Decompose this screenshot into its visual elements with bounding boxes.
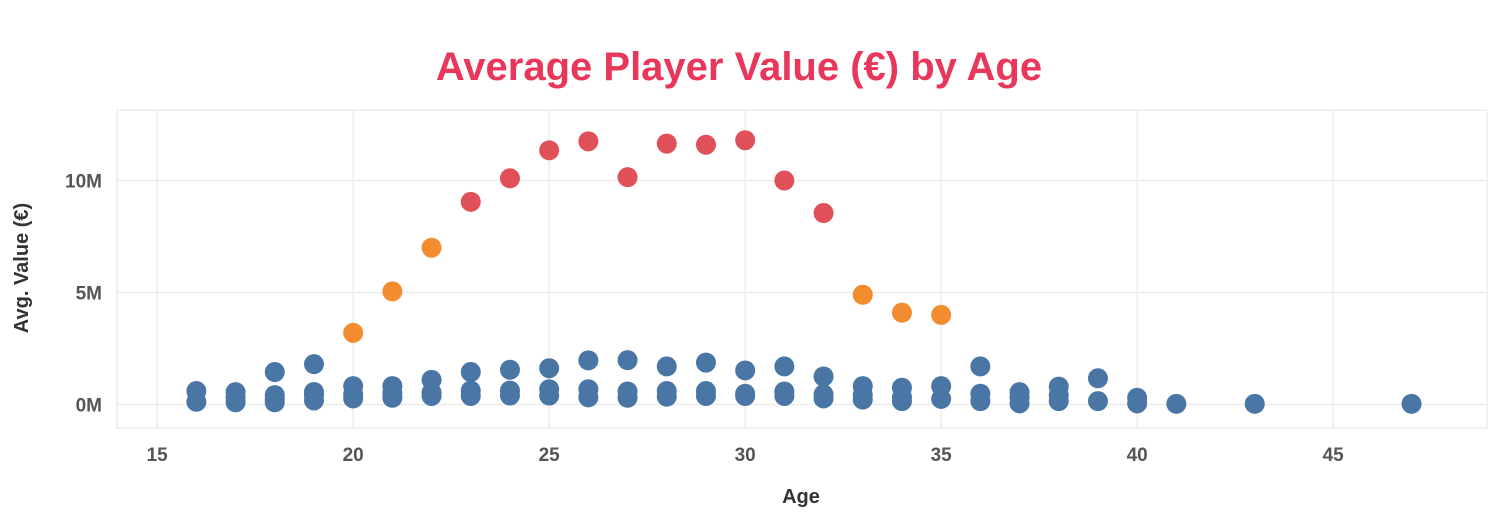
data-point — [852, 284, 873, 305]
data-point — [931, 388, 952, 409]
y-tick-label: 10M — [65, 172, 102, 193]
data-point — [813, 366, 834, 387]
data-point — [891, 302, 912, 323]
x-tick-label: 40 — [1127, 445, 1148, 466]
data-point — [735, 130, 756, 151]
y-tick-label: 5M — [76, 284, 102, 305]
y-axis-ticks: 0M 5M 10M — [65, 172, 102, 417]
data-point — [1401, 393, 1422, 414]
data-point — [735, 385, 756, 406]
data-point — [1048, 391, 1069, 412]
data-point — [1009, 393, 1030, 414]
data-point — [499, 359, 520, 380]
data-point — [343, 322, 364, 343]
data-point — [343, 388, 364, 409]
data-point — [695, 352, 716, 373]
data-point — [460, 385, 481, 406]
data-point — [303, 390, 324, 411]
data-point — [852, 389, 873, 410]
data-point — [617, 350, 638, 371]
data-point — [264, 392, 285, 413]
data-point — [656, 356, 677, 377]
data-point — [382, 387, 403, 408]
data-points — [186, 130, 1422, 414]
data-point — [578, 350, 599, 371]
data-point — [460, 191, 481, 212]
data-point — [695, 134, 716, 155]
data-point — [499, 385, 520, 406]
data-point — [539, 358, 560, 379]
data-point — [225, 392, 246, 413]
y-tick-label: 0M — [76, 395, 102, 416]
x-tick-label: 30 — [735, 445, 756, 466]
data-point — [774, 385, 795, 406]
plot-frame — [116, 109, 1488, 429]
data-point — [578, 387, 599, 408]
data-point — [1127, 393, 1148, 414]
grid — [117, 110, 1487, 428]
data-point — [421, 237, 442, 258]
data-point — [695, 385, 716, 406]
x-tick-label: 20 — [343, 445, 364, 466]
x-tick-label: 45 — [1323, 445, 1345, 466]
data-point — [656, 386, 677, 407]
data-point — [1087, 368, 1108, 389]
data-point — [499, 168, 520, 189]
data-point — [931, 304, 952, 325]
data-point — [186, 391, 207, 412]
data-point — [735, 360, 756, 381]
x-axis-label: Age — [782, 486, 820, 508]
data-point — [1087, 391, 1108, 412]
data-point — [578, 131, 599, 152]
x-tick-label: 15 — [147, 445, 169, 466]
data-point — [1166, 393, 1187, 414]
data-point — [774, 356, 795, 377]
data-point — [813, 388, 834, 409]
data-point — [264, 362, 285, 383]
data-point — [617, 387, 638, 408]
data-point — [382, 281, 403, 302]
x-axis-ticks: 15 20 25 30 35 40 45 — [147, 445, 1345, 466]
data-point — [539, 140, 560, 161]
x-tick-label: 35 — [931, 445, 953, 466]
data-point — [617, 167, 638, 188]
data-point — [421, 385, 442, 406]
data-point — [656, 133, 677, 154]
data-point — [970, 391, 991, 412]
data-point — [813, 203, 834, 224]
chart-title: Average Player Value (€) by Age — [436, 45, 1042, 89]
data-point — [303, 354, 324, 375]
data-point — [539, 385, 560, 406]
data-point — [774, 170, 795, 191]
y-axis-label: Avg. Value (€) — [11, 203, 33, 333]
data-point — [891, 391, 912, 412]
x-tick-label: 25 — [539, 445, 561, 466]
data-point — [1244, 393, 1265, 414]
data-point — [460, 362, 481, 383]
data-point — [970, 356, 991, 377]
